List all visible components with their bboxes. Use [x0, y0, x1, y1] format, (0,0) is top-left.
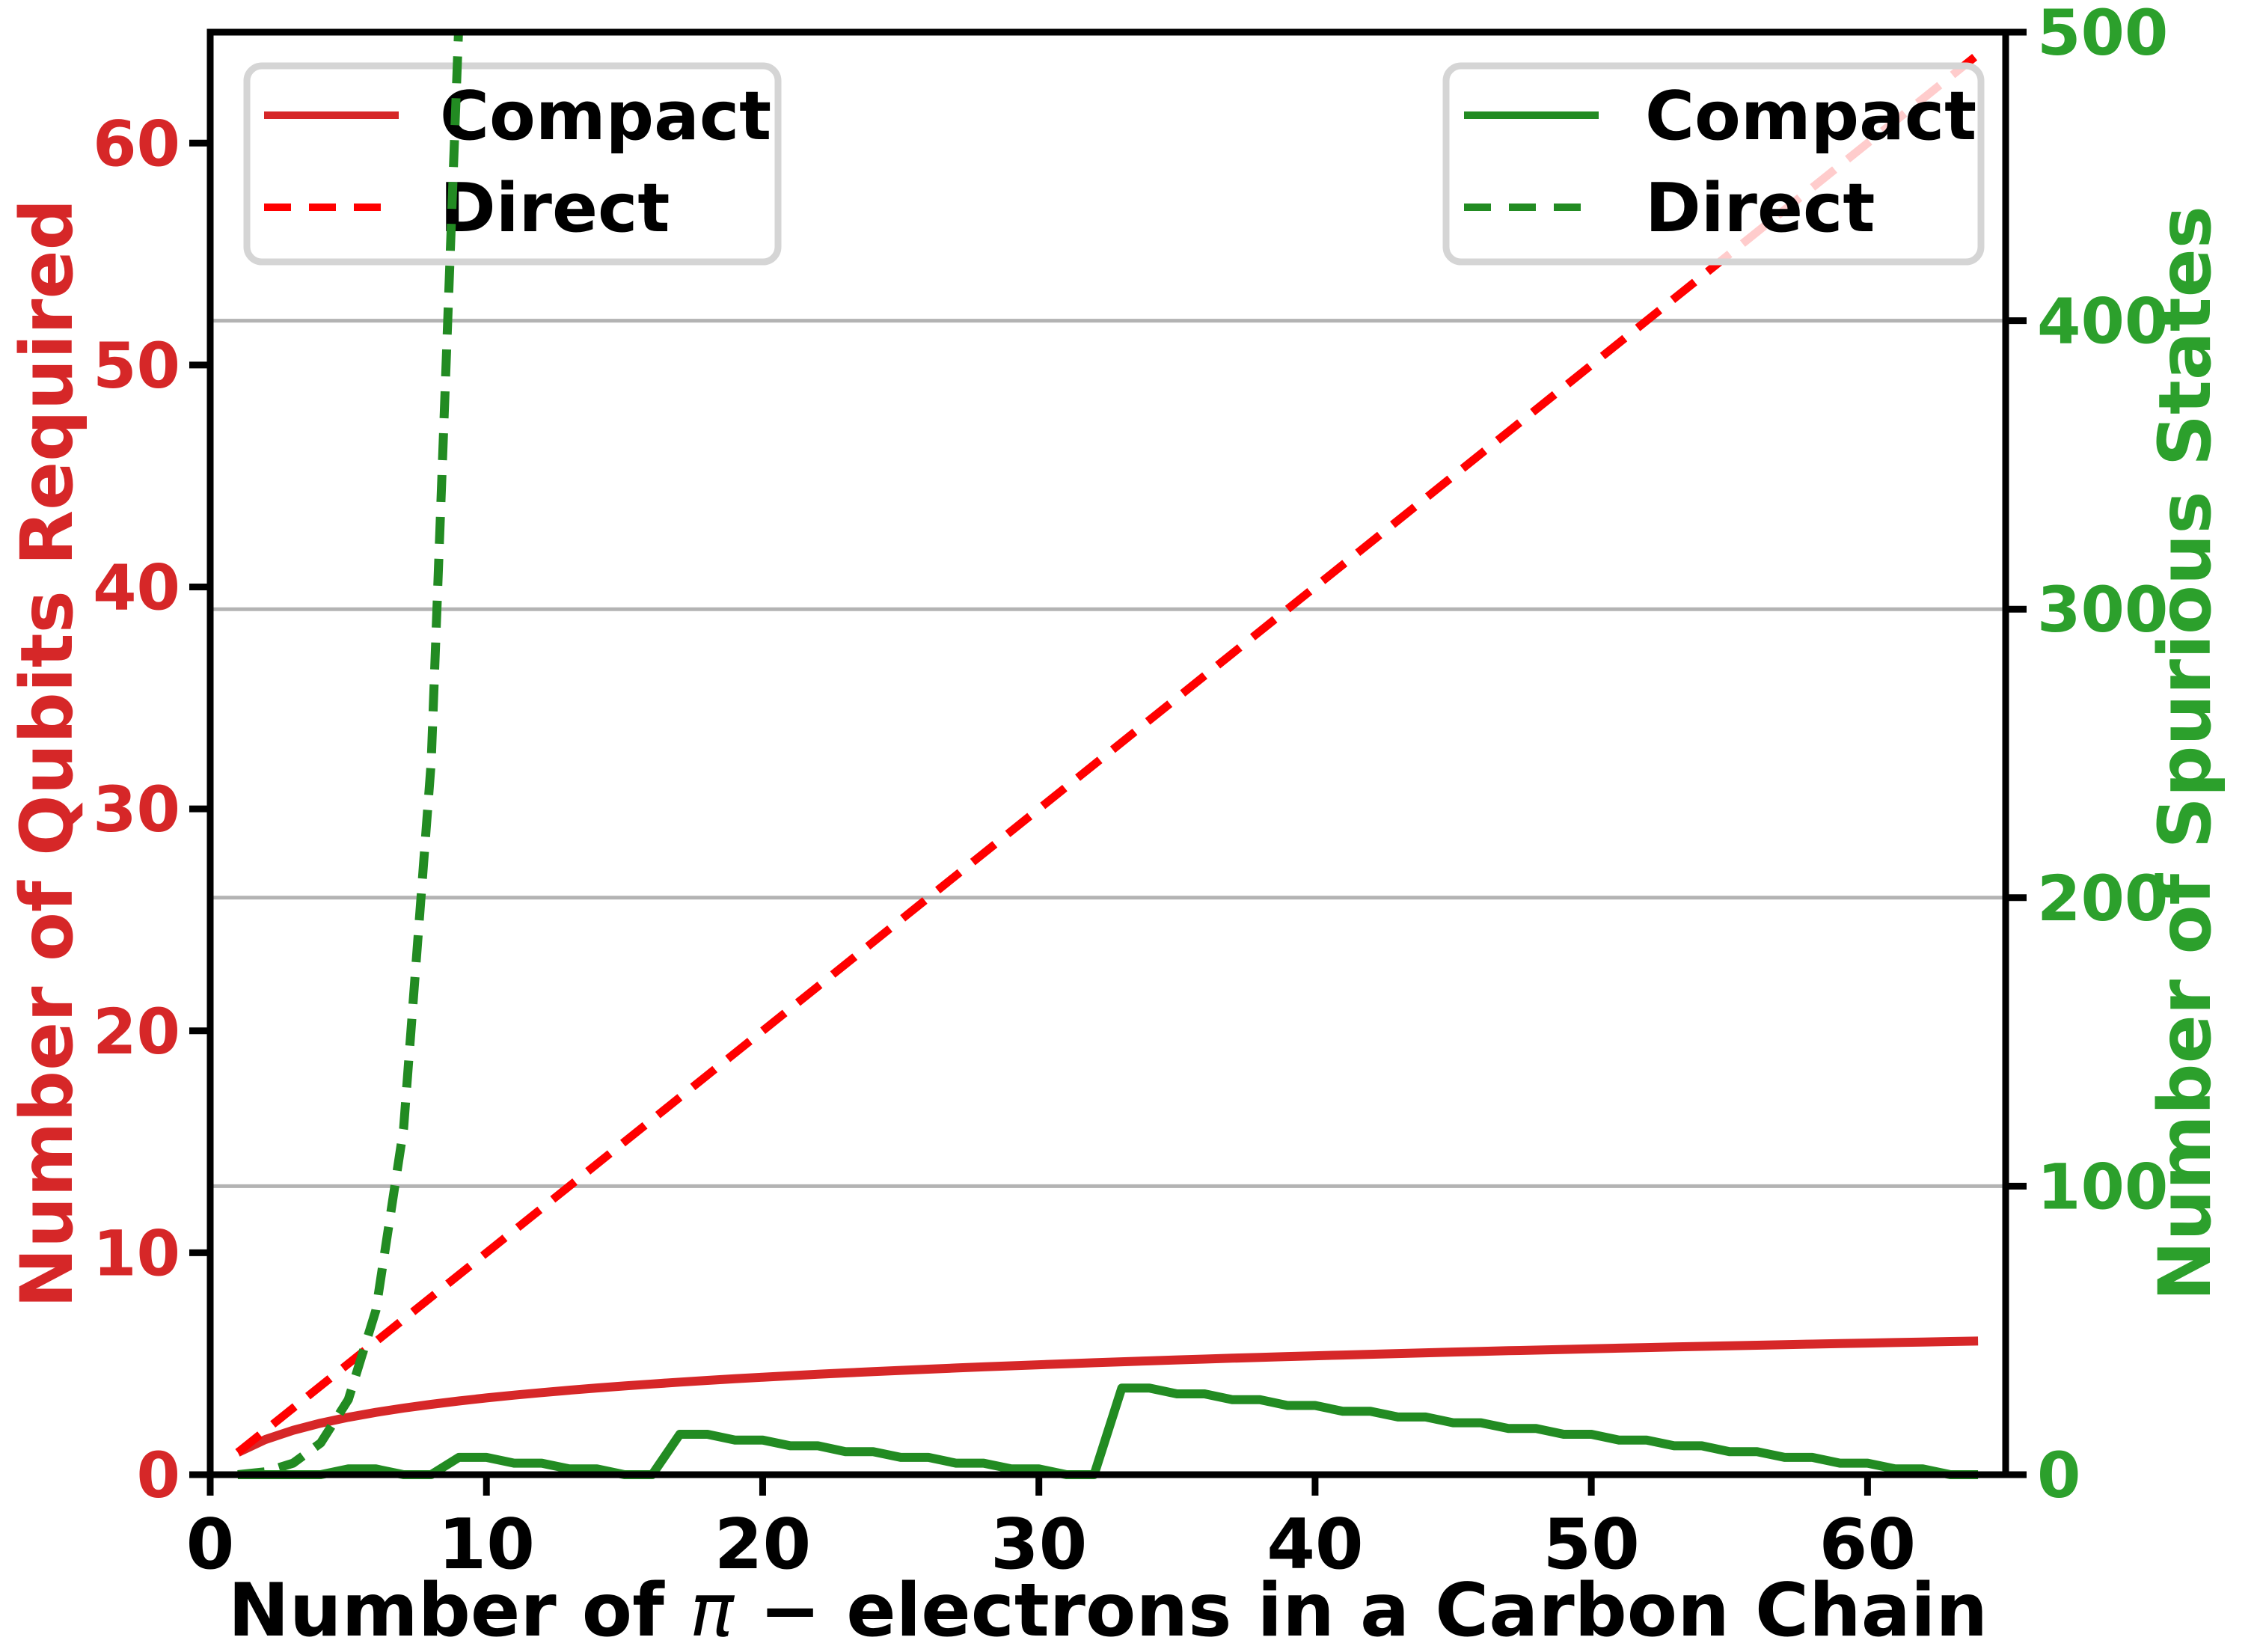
left-tick-label: 50	[93, 329, 180, 403]
series-spurious-compact-line	[237, 1383, 1979, 1479]
legend-left-item-label: Compact	[440, 77, 771, 156]
right-tick-label: 300	[2037, 573, 2168, 646]
series-spurious-direct-line	[237, 31, 463, 1479]
series-qubits-compact-line	[236, 1336, 1979, 1457]
legend-right-item-label: Compact	[1645, 77, 1976, 156]
series-qubits-direct-line	[235, 51, 1981, 1456]
x-tick-label: 20	[714, 1504, 811, 1585]
left-tick-label: 20	[93, 995, 180, 1068]
left-tick-label: 60	[93, 107, 180, 180]
left-tick-label: 30	[93, 773, 180, 846]
right-tick-label: 200	[2037, 862, 2168, 935]
left-axis-label: Number of Qubits Required	[5, 199, 89, 1309]
left-tick-label: 0	[137, 1439, 180, 1512]
x-tick-label: 40	[1267, 1504, 1363, 1585]
pi-symbol: π	[690, 1568, 735, 1652]
x-axis-label: Number of π − electrons in a Carbon Chai…	[228, 1568, 1988, 1652]
right-axis-label: Number of Spurious States	[2143, 206, 2227, 1301]
right-tick-label: 0	[2037, 1439, 2080, 1512]
x-tick-label: 50	[1543, 1504, 1639, 1585]
right-tick-label: 400	[2037, 285, 2168, 358]
left-tick-label: 10	[93, 1217, 180, 1290]
right-tick-label: 500	[2037, 0, 2168, 70]
legend-right-item-label: Direct	[1645, 169, 1875, 248]
legend-left: Compact Direct	[243, 62, 782, 266]
x-tick-label: 30	[990, 1504, 1087, 1585]
legend-right: Compact Direct	[1442, 62, 1985, 266]
x-tick-label: 0	[186, 1504, 235, 1585]
x-tick-label: 10	[438, 1504, 535, 1585]
plot-frame	[206, 28, 2009, 1478]
right-tick-label: 100	[2037, 1150, 2168, 1223]
x-tick-label: 60	[1819, 1504, 1916, 1585]
left-tick-label: 40	[93, 551, 180, 625]
legend-left-item-label: Direct	[440, 169, 670, 248]
